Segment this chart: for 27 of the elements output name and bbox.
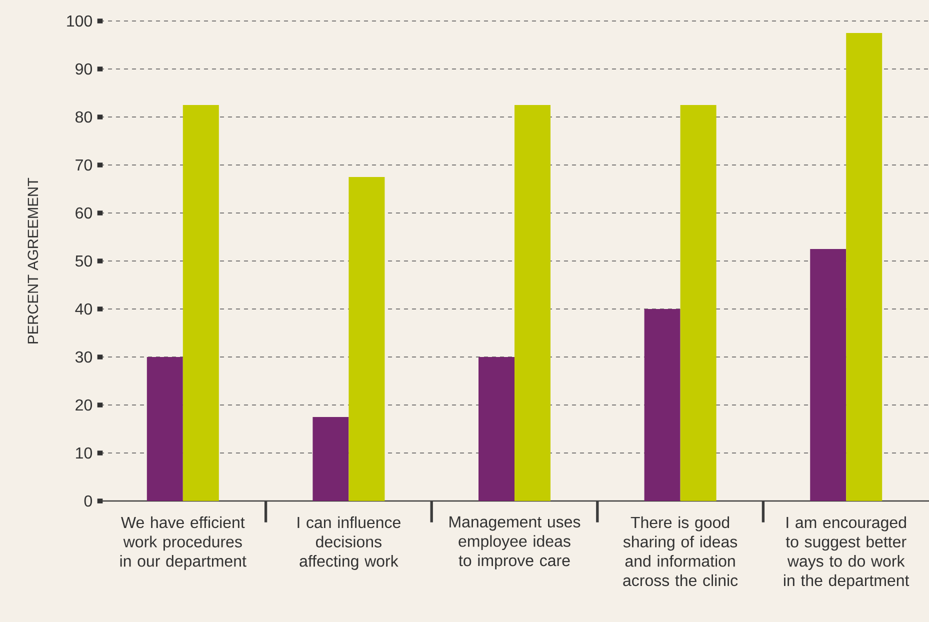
bar — [810, 249, 846, 501]
y-tick-label: 0 — [84, 495, 92, 507]
y-tick-label: 90 — [76, 63, 92, 75]
x-tick-label: Management uses employee ideas to improve care — [450, 516, 580, 570]
bar — [182, 105, 219, 501]
bar — [348, 177, 385, 501]
y-tick-label: 80 — [76, 111, 92, 123]
bar — [312, 417, 349, 501]
y-tick-label: 60 — [76, 207, 92, 219]
bar — [478, 357, 515, 501]
x-tick-label: There is good sharing of ideas and information across the clinic — [623, 516, 738, 586]
y-tick-label: 40 — [75, 303, 92, 315]
bar — [846, 33, 882, 501]
y-tick-label: 10 — [76, 447, 92, 459]
y-axis-title: PERCENT AGREEMENT — [28, 178, 38, 344]
y-tick-label: 70 — [76, 159, 92, 171]
bar — [680, 105, 716, 501]
bar — [146, 357, 183, 501]
y-tick-label: 50 — [75, 255, 92, 267]
x-tick-label: We have efficient work procedures in our department — [120, 516, 246, 570]
bar — [644, 309, 680, 501]
y-tick-label: 30 — [75, 351, 92, 363]
x-tick-label: I can influence decisions affecting work — [298, 516, 400, 570]
y-tick-label: 100 — [67, 15, 92, 27]
bar — [514, 105, 550, 501]
x-tick-label: I am encouraged to suggest better ways to do work in the department — [784, 516, 910, 590]
y-tick-label: 20 — [76, 399, 92, 411]
